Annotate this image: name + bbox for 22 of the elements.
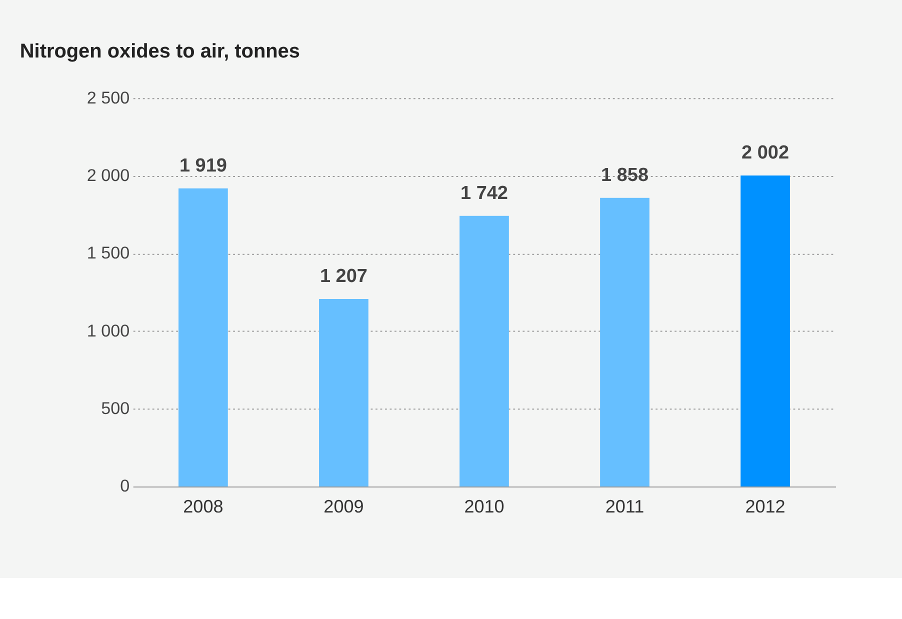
x-tick-label: 2008 xyxy=(183,496,224,517)
y-tick-label: 500 xyxy=(101,399,130,418)
chart-title: Nitrogen oxides to air, tonnes xyxy=(20,40,300,62)
data-label: 1 742 xyxy=(460,182,508,204)
bar xyxy=(178,188,228,486)
bar xyxy=(319,299,368,486)
x-tick-label: 2012 xyxy=(745,496,786,517)
y-tick-label: 0 xyxy=(120,476,130,496)
data-label: 1 858 xyxy=(601,164,648,186)
x-tick-label: 2011 xyxy=(605,496,644,517)
bar xyxy=(600,198,650,486)
y-tick-label: 1 000 xyxy=(86,321,130,340)
y-tick-label: 1 500 xyxy=(86,244,130,263)
bar xyxy=(740,176,790,486)
data-label: 1 207 xyxy=(320,266,368,287)
data-label: 1 919 xyxy=(179,155,227,176)
y-tick-label: 2 000 xyxy=(86,166,130,186)
x-tick-label: 2010 xyxy=(464,496,504,517)
x-tick-label: 2009 xyxy=(324,496,364,517)
bar xyxy=(460,216,509,486)
data-label: 2 002 xyxy=(742,142,790,164)
y-tick-label: 2 500 xyxy=(86,88,130,108)
